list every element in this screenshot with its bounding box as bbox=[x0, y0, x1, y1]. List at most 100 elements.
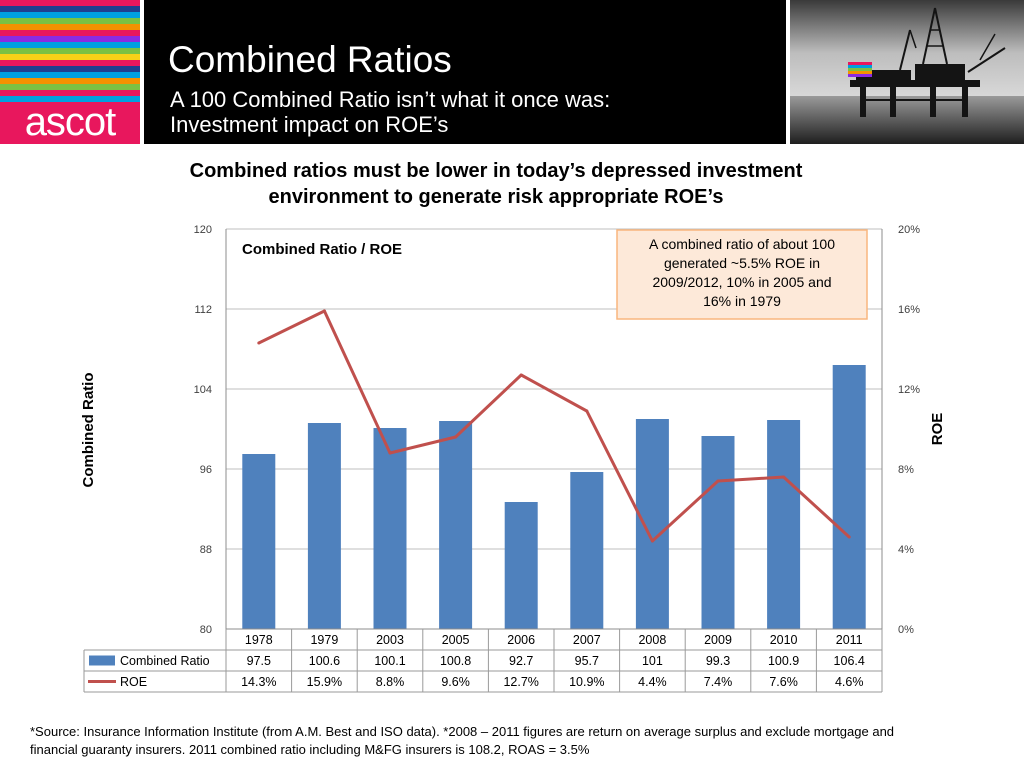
table-cell: 4.6% bbox=[835, 675, 864, 689]
bar-1978 bbox=[242, 454, 276, 629]
logo-flag-stripe bbox=[848, 71, 872, 74]
y-right-tick-label: 20% bbox=[898, 224, 920, 236]
bar-series bbox=[242, 365, 866, 629]
table-cell: 106.4 bbox=[834, 654, 865, 668]
page-title: Combined Ratios bbox=[168, 39, 452, 80]
table-cell: 12.7% bbox=[503, 675, 538, 689]
subtitle-line-1: A 100 Combined Ratio isn’t what it once … bbox=[170, 87, 611, 112]
table-cell: 100.9 bbox=[768, 654, 799, 668]
page-subtitle: A 100 Combined Ratio isn’t what it once … bbox=[170, 87, 610, 137]
headline: Combined ratios must be lower in today’s… bbox=[120, 158, 872, 210]
logo-stripe bbox=[0, 54, 140, 60]
table-cell: 9.6% bbox=[441, 675, 470, 689]
roe-point-2007 bbox=[585, 409, 589, 413]
roe-line-series bbox=[257, 309, 851, 543]
logo-stripe bbox=[0, 18, 140, 24]
table-cell: 14.3% bbox=[241, 675, 276, 689]
legend-label: Combined Ratio bbox=[120, 654, 210, 668]
roe-point-2003 bbox=[388, 451, 392, 455]
table-cell: 100.6 bbox=[309, 654, 340, 668]
y-right-tick-label: 0% bbox=[898, 624, 914, 636]
table-cell: 101 bbox=[642, 654, 663, 668]
source-footnote: *Source: Insurance Information Institute… bbox=[30, 723, 996, 759]
logo-stripe bbox=[0, 72, 140, 78]
table-cell: 7.4% bbox=[704, 675, 733, 689]
logo-stripe bbox=[0, 12, 140, 18]
logo-flag-stripe bbox=[848, 68, 872, 71]
logo-text: ascot bbox=[24, 100, 117, 144]
bar-2007 bbox=[570, 472, 604, 629]
table-cell: 100.1 bbox=[374, 654, 405, 668]
table-cell: 97.5 bbox=[247, 654, 271, 668]
logo-flag-stripe bbox=[848, 65, 872, 68]
roe-line bbox=[258, 309, 851, 543]
chart-title: Combined Ratio / ROE bbox=[242, 241, 402, 258]
bar-1979 bbox=[307, 423, 341, 629]
bar-2009 bbox=[701, 436, 735, 629]
annotation-line-3: 2009/2012, 10% in 2005 and bbox=[652, 274, 831, 290]
x-tick-label: 2007 bbox=[573, 633, 601, 647]
y-left-tick-label: 120 bbox=[194, 224, 212, 236]
roe-point-2006 bbox=[519, 373, 523, 377]
y-right-tick-label: 12% bbox=[898, 384, 920, 396]
data-table: 1978 1979 2003 2005 2006 2007 2008 2009 2010 2011… bbox=[83, 629, 883, 693]
x-tick-label: 2009 bbox=[704, 633, 732, 647]
annotation-line-1: A combined ratio of about 100 bbox=[649, 236, 835, 252]
headline-line-2: environment to generate risk appropriate… bbox=[268, 186, 724, 208]
roe-point-1979 bbox=[322, 309, 326, 313]
x-tick-label: 2011 bbox=[836, 633, 863, 647]
logo-stripe bbox=[0, 96, 140, 102]
logo-stripe bbox=[0, 60, 140, 66]
annotation-box: A combined ratio of about 100 generated … bbox=[616, 229, 868, 320]
logo-stripe bbox=[0, 24, 140, 30]
y-right-tick-label: 8% bbox=[898, 464, 914, 476]
roe-point-2011 bbox=[847, 535, 851, 539]
logo-stripe bbox=[0, 36, 140, 42]
roe-point-2005 bbox=[454, 435, 458, 439]
legend-label: ROE bbox=[120, 675, 147, 689]
bar-2006 bbox=[504, 502, 538, 629]
logo-flag-stripe bbox=[848, 74, 872, 77]
y-right-axis-label: ROE bbox=[929, 413, 946, 446]
x-tick-label: 2010 bbox=[770, 633, 798, 647]
table-cell: 15.9% bbox=[307, 675, 342, 689]
table-cell: 10.9% bbox=[569, 675, 604, 689]
roe-point-1978 bbox=[257, 341, 261, 345]
legend-key-bar bbox=[89, 655, 115, 666]
logo-stripe bbox=[0, 90, 140, 96]
logo-stripe bbox=[0, 66, 140, 72]
x-tick-label: 2005 bbox=[442, 633, 470, 647]
logo-stripe bbox=[0, 0, 140, 6]
table-cell: 95.7 bbox=[575, 654, 599, 668]
y-left-tick-label: 80 bbox=[200, 624, 212, 636]
bar-2011 bbox=[832, 365, 866, 629]
annotation-line-4: 16% in 1979 bbox=[703, 293, 781, 309]
y-left-tick-label: 104 bbox=[194, 384, 212, 396]
footnote-line-2: financial guaranty insurers. 2011 combin… bbox=[30, 742, 590, 757]
logo-word-block: ascot bbox=[0, 100, 140, 144]
sea bbox=[790, 96, 1024, 144]
table-cell: 92.7 bbox=[509, 654, 533, 668]
annotation-line-2: generated ~5.5% ROE in bbox=[664, 255, 820, 271]
logo-flag-stripe bbox=[848, 62, 872, 65]
annotation-box-background bbox=[616, 229, 868, 320]
y-left-tick-label: 96 bbox=[200, 464, 212, 476]
table-cell: 100.8 bbox=[440, 654, 471, 668]
header-divider bbox=[140, 0, 144, 144]
table-cell: 7.6% bbox=[769, 675, 798, 689]
logo-stripe bbox=[0, 48, 140, 54]
table-cell: 99.3 bbox=[706, 654, 730, 668]
roe-point-2008 bbox=[650, 539, 654, 543]
logo-stripe bbox=[0, 78, 140, 84]
y-right-tick-label: 16% bbox=[898, 304, 920, 316]
bar-2003 bbox=[373, 428, 407, 629]
bar-2008 bbox=[635, 419, 669, 629]
roe-point-2009 bbox=[716, 479, 720, 483]
headline-line-1: Combined ratios must be lower in today’s… bbox=[189, 160, 803, 182]
footnote-line-1: *Source: Insurance Information Institute… bbox=[30, 724, 895, 739]
ascot-logo: ascot bbox=[0, 0, 140, 144]
roe-point-2010 bbox=[782, 475, 786, 479]
table-cell: 8.8% bbox=[376, 675, 405, 689]
logo-stripe bbox=[0, 6, 140, 12]
